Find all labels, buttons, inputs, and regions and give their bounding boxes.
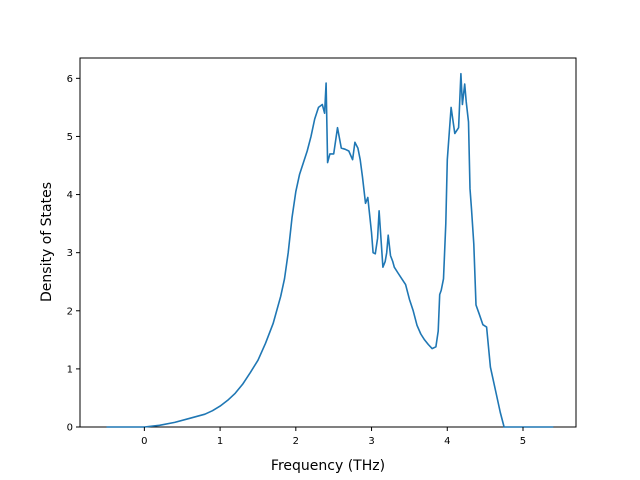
y-tick-label: 4 [67,190,73,201]
y-axis-label: Density of States [39,182,55,302]
plot-area [79,57,577,428]
x-tick-label: 0 [141,436,147,447]
y-tick-label: 6 [67,74,73,85]
y-tick-label: 5 [67,132,73,143]
x-tick-label: 5 [520,436,526,447]
x-tick-label: 4 [444,436,450,447]
y-tick-label: 0 [67,423,73,434]
y-tick-label: 2 [67,306,73,317]
x-axis-label: Frequency (THz) [271,458,385,474]
y-tick-label: 3 [67,248,73,259]
x-tick-label: 1 [217,436,223,447]
y-tick-label: 1 [67,364,73,375]
series-line-density-of-states [106,72,554,428]
x-axis-ticks: 0 1 2 3 4 5 [141,427,526,447]
x-tick-label: 3 [368,436,374,447]
y-axis-ticks: 0 1 2 3 4 5 6 [67,74,80,434]
x-tick-label: 2 [293,436,299,447]
axes-frame [79,57,577,428]
